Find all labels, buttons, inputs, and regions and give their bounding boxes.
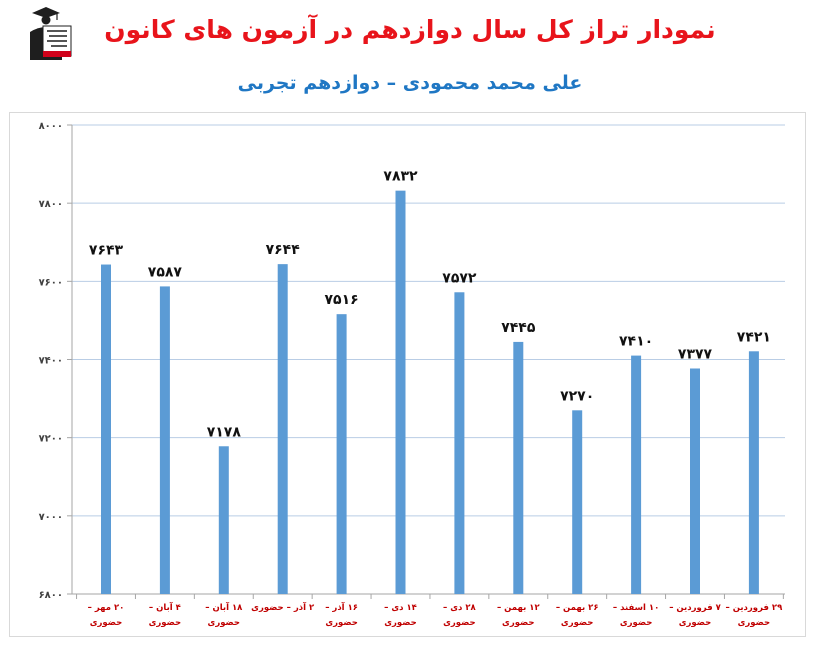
bar: [101, 264, 111, 594]
kanoon-logo-icon: [30, 7, 72, 60]
bar: [336, 314, 347, 594]
bar: [277, 264, 288, 594]
bar-value-label: ۷۳۷۷: [678, 346, 713, 362]
bar-value-label: ۷۴۴۵: [501, 320, 536, 336]
chart-title: نمودار تراز کل سال دوازدهم در آزمون های …: [104, 15, 716, 44]
bar-value-label: ۷۴۲۱: [737, 329, 771, 345]
bar-value-labels: ۷۶۴۳ ۷۵۸۷ ۷۱۷۸ ۷۶۴۴ ۷۵۱۶ ۷۸۳۲ ۷۵۷۲ ۷۴۴۵ ۷۲۷۰ ۷۴۱۰…: [89, 169, 771, 441]
bar: [218, 446, 229, 594]
bars: [101, 190, 759, 594]
y-tick-label: ۶۸۰۰: [39, 590, 63, 601]
kanoon-logo: [24, 6, 74, 62]
y-tick-label: ۷۲۰۰: [39, 434, 63, 445]
bar: [748, 351, 759, 594]
bar: [454, 292, 465, 594]
gridlines: [72, 124, 785, 517]
bar: [159, 286, 170, 594]
bar: [513, 341, 524, 594]
bar-value-label: ۷۶۴۴: [266, 242, 301, 258]
bar-value-label: ۷۶۴۳: [89, 243, 124, 259]
y-tick-label: ۸۰۰۰: [39, 121, 63, 132]
bar-value-label: ۷۸۳۲: [383, 169, 418, 185]
y-tick-label: ۷۰۰۰: [39, 512, 63, 523]
y-tick-label: ۷۶۰۰: [39, 277, 63, 288]
bar-value-label: ۷۵۸۷: [148, 264, 183, 280]
bar: [690, 368, 700, 594]
axes: [67, 124, 785, 599]
bar-value-label: ۷۱۷۸: [207, 424, 242, 440]
bar-value-label: ۷۵۱۶: [325, 292, 359, 308]
chart-frame: [9, 112, 806, 637]
chart-subtitle: علی محمد محمودی – دوازدهم تجربی: [237, 72, 583, 94]
bar-value-label: ۷۴۱۰: [619, 334, 653, 350]
bar-value-label: ۷۲۷۰: [560, 388, 594, 404]
bar: [572, 410, 583, 594]
y-tick-label: ۷۴۰۰: [39, 356, 63, 367]
bar-value-label: ۷۵۷۲: [442, 270, 477, 286]
y-axis-labels: ۸۰۰۰ ۷۸۰۰ ۷۶۰۰ ۷۴۰۰ ۷۲۰۰ ۷۰۰۰ ۶۸۰۰: [39, 121, 63, 601]
bar: [395, 190, 406, 594]
bar: [631, 355, 642, 594]
y-tick-label: ۷۸۰۰: [39, 199, 63, 210]
